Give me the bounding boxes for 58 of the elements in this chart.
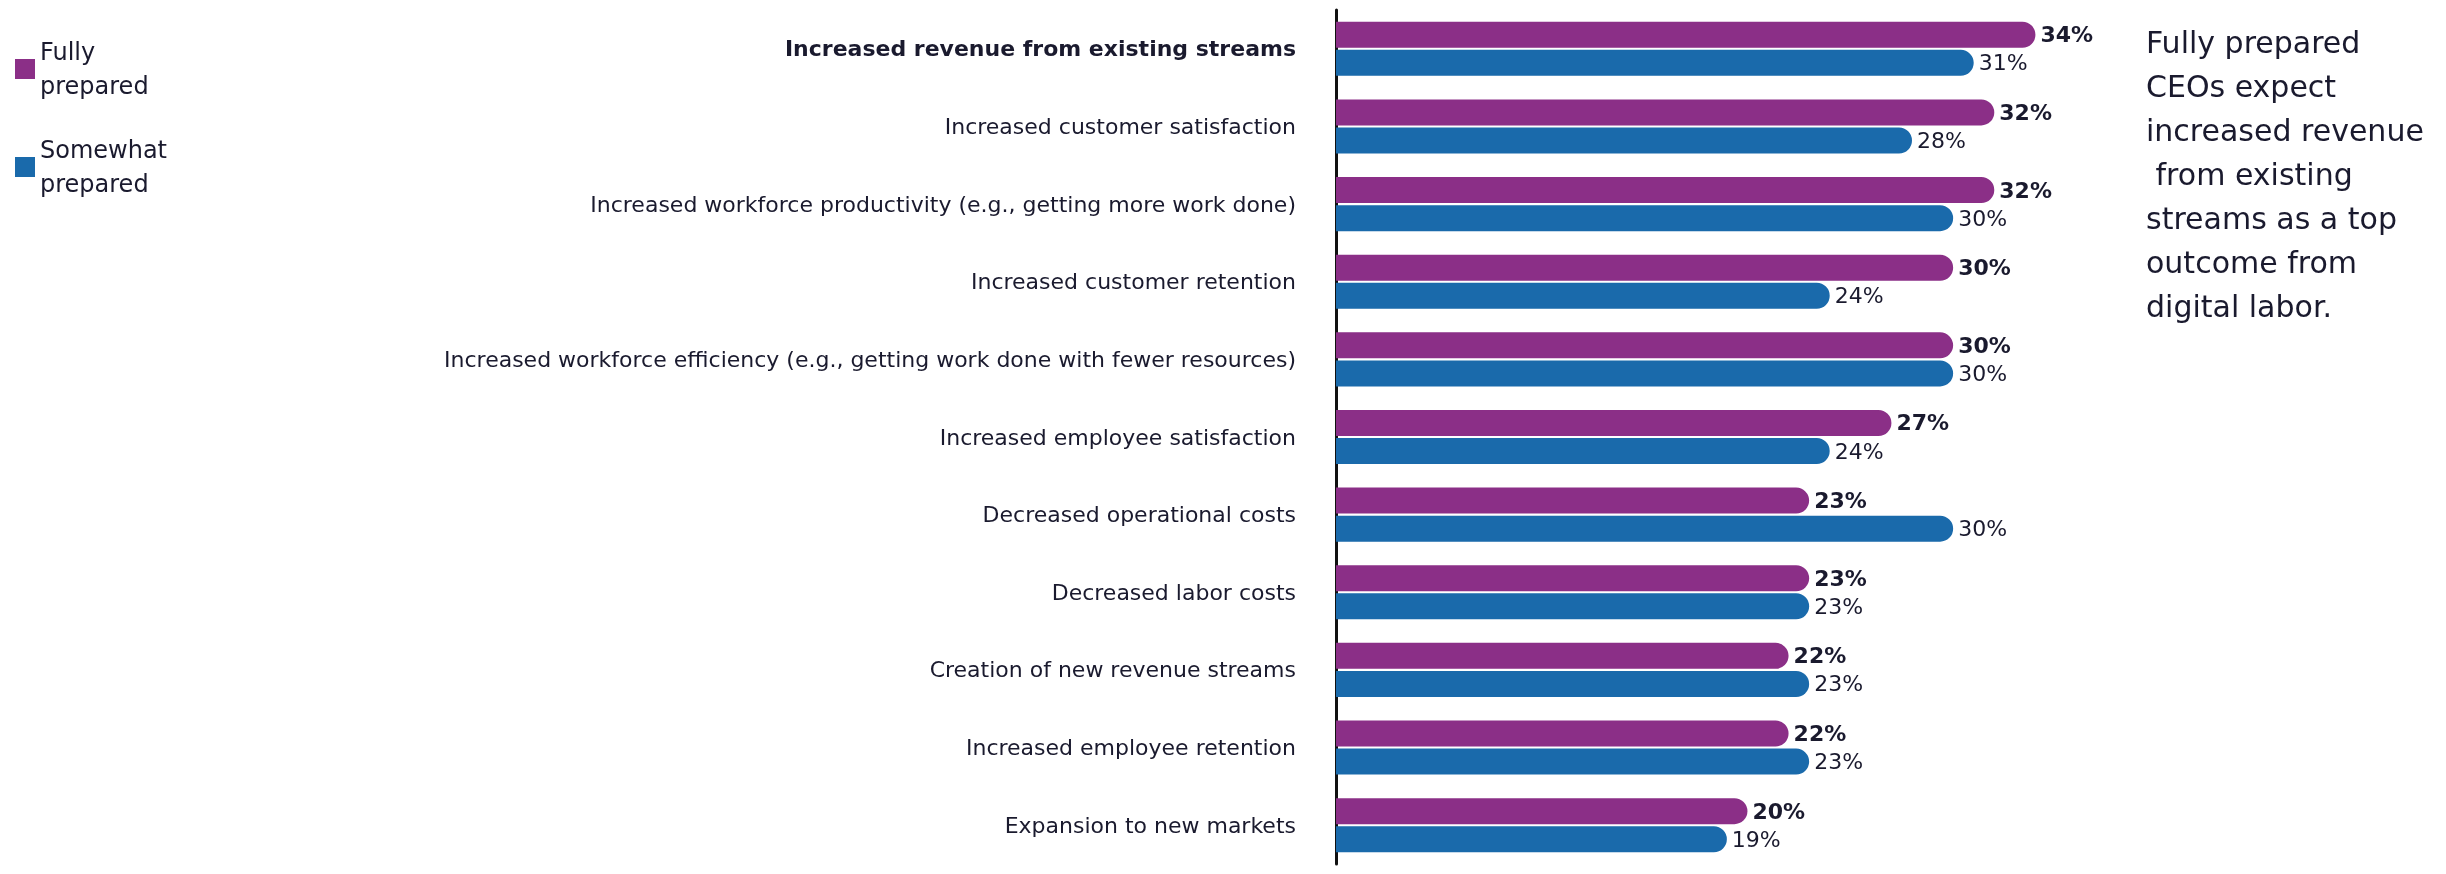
y-tick-label: Expansion to new markets xyxy=(1004,812,1296,838)
bar xyxy=(1336,593,1810,620)
data-label: 24% xyxy=(1834,283,1884,309)
y-tick-label: Increased customer retention xyxy=(971,269,1296,295)
bar xyxy=(1336,21,2036,48)
data-label: 27% xyxy=(1896,410,1950,436)
bar xyxy=(1336,177,1995,204)
y-tick-label: Decreased labor costs xyxy=(1051,579,1296,605)
bar xyxy=(1336,205,1954,232)
bar xyxy=(1336,282,1830,309)
bar xyxy=(1336,515,1954,542)
data-label: 22% xyxy=(1793,721,1847,747)
data-label: 23% xyxy=(1814,749,1864,775)
data-label: 23% xyxy=(1814,488,1867,514)
data-label: 30% xyxy=(1958,516,2008,542)
bar xyxy=(1336,670,1810,697)
bar xyxy=(1336,438,1830,465)
bar xyxy=(1336,720,1789,747)
data-label: 28% xyxy=(1917,127,1966,153)
data-label: 31% xyxy=(1978,50,2028,76)
y-tick-label: Increased customer satisfaction xyxy=(944,113,1296,139)
data-label: 23% xyxy=(1814,565,1867,591)
bar xyxy=(1336,798,1748,825)
data-label: 30% xyxy=(1958,360,2008,386)
bar xyxy=(1336,565,1810,592)
bar xyxy=(1336,409,1892,436)
bar xyxy=(1336,487,1810,514)
y-tick-label: Decreased operational costs xyxy=(982,502,1296,528)
y-tick-label: Increased workforce efficiency (e.g., getting work done with fewer resources) xyxy=(444,346,1296,372)
y-tick-label: Increased revenue from existing streams xyxy=(784,36,1296,62)
text: Fully prepared CEOs expect increased revenue from existing streams as a top outcome from digital labor. xyxy=(2146,24,2424,324)
data-label: 22% xyxy=(1793,643,1847,669)
legend-label: Fully prepared xyxy=(40,38,149,100)
data-label: 30% xyxy=(1958,332,2011,358)
bar xyxy=(1336,826,1727,853)
bar xyxy=(1336,127,1912,154)
y-tick-label: Increased employee satisfaction xyxy=(939,424,1296,450)
bar xyxy=(1336,748,1810,775)
y-tick-label: Increased workforce productivity (e.g., getting more work done) xyxy=(590,191,1296,217)
data-label: 24% xyxy=(1834,438,1884,464)
data-label: 34% xyxy=(2040,22,2094,48)
data-label: 19% xyxy=(1731,826,1781,852)
y-tick-label: Creation of new revenue streams xyxy=(929,657,1296,683)
data-label: 30% xyxy=(1958,255,2011,281)
bar xyxy=(1336,360,1954,387)
legend-label: Somewhat prepared xyxy=(40,136,175,198)
bar xyxy=(1336,642,1789,669)
data-label: 23% xyxy=(1814,593,1864,619)
data-label: 20% xyxy=(1752,798,1806,824)
bar xyxy=(1336,332,1954,359)
data-label: 23% xyxy=(1814,671,1864,697)
data-label: 32% xyxy=(1999,99,2052,125)
data-label: 30% xyxy=(1958,205,2008,231)
bar xyxy=(1336,99,1995,126)
data-label: 32% xyxy=(1999,177,2052,203)
bar xyxy=(1336,49,1974,76)
y-tick-label: Increased employee retention xyxy=(966,735,1296,761)
bar xyxy=(1336,254,1954,281)
